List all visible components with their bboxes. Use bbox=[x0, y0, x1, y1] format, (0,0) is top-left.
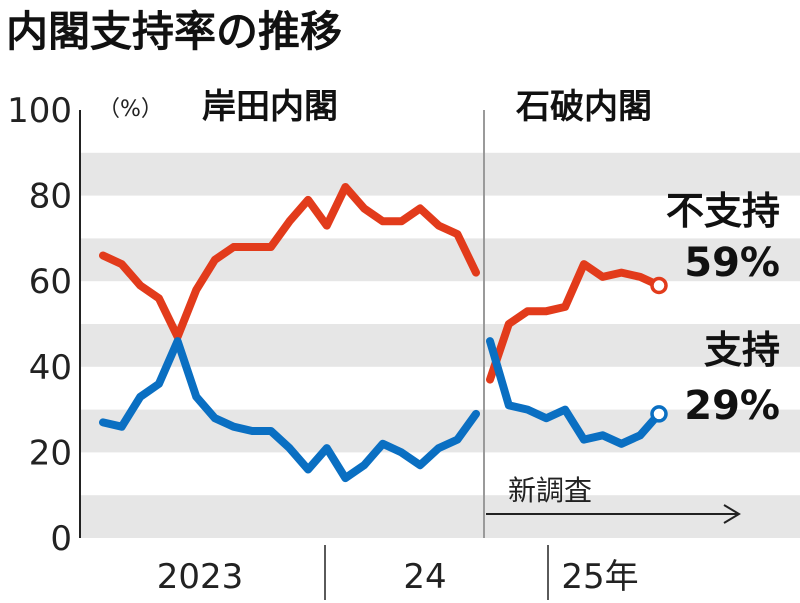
series-lines bbox=[99, 183, 668, 483]
disapprove-series-name: 不支持 bbox=[666, 189, 780, 233]
approve-value-label: 29% bbox=[684, 383, 780, 429]
x-tick-label: 2023 bbox=[157, 557, 244, 597]
new-survey-arrow-head bbox=[723, 504, 741, 524]
grid-band bbox=[80, 324, 800, 367]
y-tick-label: 80 bbox=[29, 177, 72, 217]
unit-label: （%） bbox=[98, 97, 163, 122]
y-tick-label: 0 bbox=[50, 519, 72, 559]
series-line-segment bbox=[486, 337, 663, 448]
period-label-kishida: 岸田内閣 bbox=[202, 87, 338, 127]
series-end-labels: 不支持 59% 支持 29% bbox=[666, 189, 780, 429]
period-label-ishiba: 石破内閣 bbox=[515, 87, 652, 127]
y-tick-label: 60 bbox=[29, 262, 72, 302]
x-axis-ticks: 2023 24 25年 bbox=[79, 110, 639, 600]
series-end-marker bbox=[650, 405, 668, 423]
series-end-marker bbox=[650, 276, 668, 295]
y-axis-ticks: 0 20 40 60 80 100 bbox=[7, 91, 72, 559]
series-line-segment bbox=[99, 183, 480, 341]
x-tick-label: 24 bbox=[403, 557, 446, 597]
background-bands bbox=[80, 152, 800, 538]
x-tick-label: 25年 bbox=[561, 557, 638, 597]
grid-band bbox=[80, 495, 800, 538]
y-tick-label: 20 bbox=[29, 433, 72, 473]
approve-series-name: 支持 bbox=[704, 328, 780, 372]
disapprove-value-label: 59% bbox=[684, 240, 780, 286]
grid-band bbox=[80, 152, 800, 196]
grid-band bbox=[80, 238, 800, 282]
series-line-segment bbox=[99, 337, 480, 483]
series-line-segment bbox=[486, 260, 663, 384]
new-survey-label: 新調査 bbox=[508, 474, 592, 507]
y-tick-label: 100 bbox=[7, 91, 72, 131]
y-tick-label: 40 bbox=[29, 348, 72, 388]
chart-title: 内閣支持率の推移 bbox=[6, 7, 342, 56]
new-survey-annotation: 新調査 bbox=[486, 474, 741, 524]
